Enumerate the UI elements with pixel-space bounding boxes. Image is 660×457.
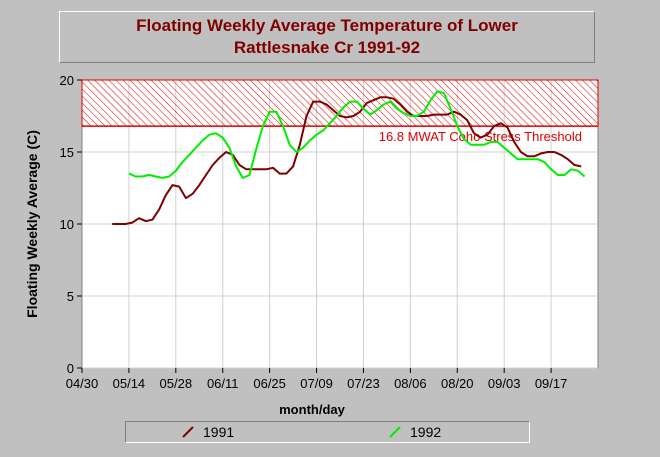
- x-tick-label: 09/17: [535, 376, 568, 391]
- x-tick-label: 07/23: [347, 376, 380, 391]
- series-lines: [112, 90, 586, 225]
- y-tick-label: 5: [67, 289, 74, 304]
- x-tick-label: 08/06: [394, 376, 427, 391]
- y-tick-label: 15: [60, 145, 74, 160]
- x-tick-label: 06/25: [253, 376, 286, 391]
- x-tick-label: 08/20: [441, 376, 474, 391]
- y-axis-ticks: 0 5 10 15 20: [60, 73, 82, 376]
- legend-swatch-1992: [389, 426, 401, 438]
- chart-title-line-1: Floating Weekly Average Temperature of L…: [136, 16, 518, 35]
- chart-title-line-2: Rattlesnake Cr 1991-92: [233, 38, 421, 57]
- threshold-hatched-band: [81, 79, 599, 127]
- x-tick-label: 09/03: [488, 376, 521, 391]
- legend-label-1991: 1991: [203, 424, 235, 440]
- y-tick-label: 10: [60, 217, 74, 232]
- legend-label-1992: 1992: [410, 424, 442, 440]
- legend: 1991 1992: [125, 421, 530, 443]
- x-tick-label: 07/09: [300, 376, 333, 391]
- x-tick-label: 04/30: [66, 376, 99, 391]
- series-line-1991: [112, 96, 582, 225]
- x-tick-label: 05/28: [160, 376, 193, 391]
- x-axis-ticks: 04/30 05/14 05/28 06/11 06/25 07/09 07/23 08/06…: [66, 368, 568, 391]
- series-line-1992: [128, 90, 586, 179]
- y-tick-label: 20: [60, 73, 74, 88]
- chart-title-box: Floating Weekly Average Temperature of L…: [59, 11, 595, 63]
- y-tick-label: 0: [67, 361, 74, 376]
- legend-swatch-1991: [182, 426, 194, 438]
- x-tick-label: 06/11: [207, 376, 239, 391]
- x-tick-label: 05/14: [113, 376, 146, 391]
- x-axis-label: month/day: [279, 402, 345, 417]
- y-axis-label: Floating Weekly Average (C): [24, 130, 40, 318]
